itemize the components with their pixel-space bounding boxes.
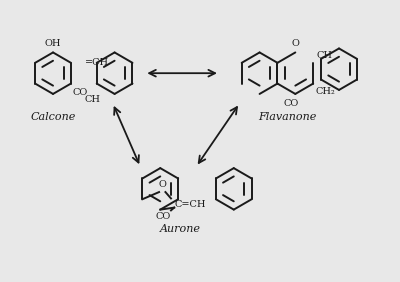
Text: C=CH: C=CH	[174, 200, 206, 209]
Text: Calcone: Calcone	[30, 112, 76, 122]
Text: OH: OH	[45, 39, 61, 49]
Text: CO: CO	[156, 212, 171, 221]
Text: CH₂: CH₂	[315, 87, 335, 96]
Text: O: O	[291, 39, 299, 48]
Text: O: O	[158, 180, 166, 189]
Text: Flavanone: Flavanone	[258, 112, 316, 122]
Text: =CH: =CH	[85, 58, 109, 67]
Text: CH: CH	[316, 51, 332, 60]
Text: CO: CO	[284, 99, 299, 108]
Text: Aurone: Aurone	[160, 224, 201, 234]
Text: CO: CO	[73, 87, 88, 96]
Text: CH: CH	[85, 95, 101, 104]
